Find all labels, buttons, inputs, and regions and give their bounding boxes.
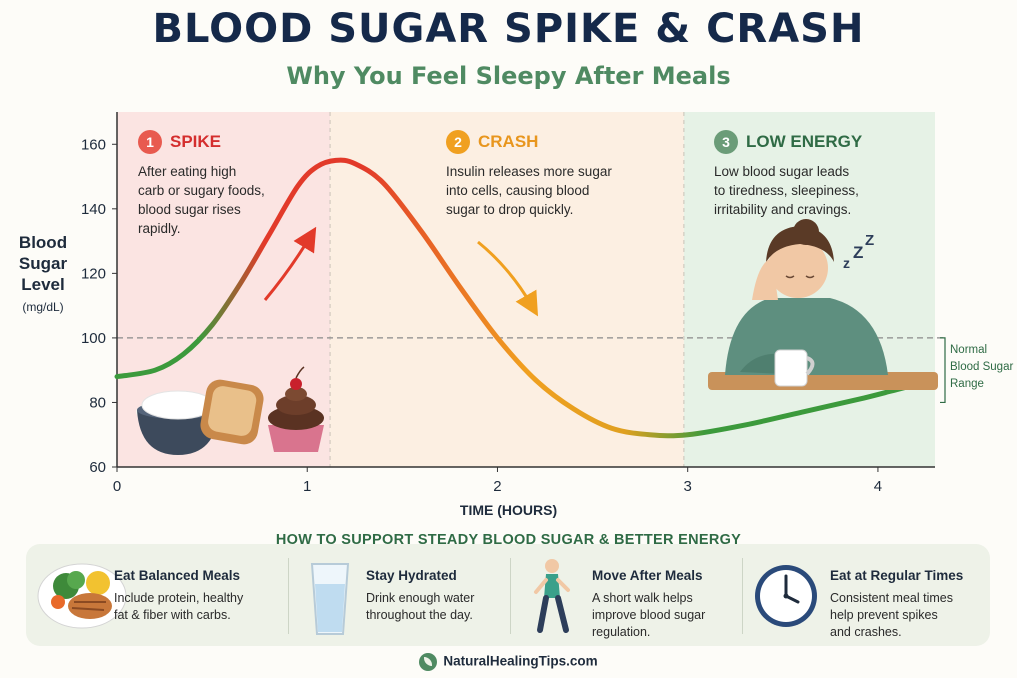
- phase-text-line: Low blood sugar leads: [714, 164, 850, 179]
- phase-band: [330, 112, 684, 467]
- footer: NaturalHealingTips.com: [0, 653, 1017, 671]
- footer-site: NaturalHealingTips.com: [443, 653, 598, 669]
- clock-icon: [755, 565, 817, 627]
- x-tick-label: 1: [303, 478, 311, 495]
- tip-text-line: help prevent spikes: [830, 608, 938, 622]
- phase-text-line: sugar to drop quickly.: [446, 202, 574, 217]
- phase-label: SPIKE: [170, 132, 222, 151]
- phase-text-line: irritability and cravings.: [714, 202, 852, 217]
- tip-title: Eat at Regular Times: [830, 568, 964, 583]
- phase-spike: 1 SPIKE After eating high carb or sugary…: [138, 130, 338, 238]
- tip-regular-times: Eat at Regular Times Consistent meal tim…: [750, 544, 990, 646]
- tip-hydrated: Stay Hydrated Drink enough water through…: [296, 544, 506, 646]
- phase-crash: 2 CRASH Insulin releases more sugar into…: [446, 130, 646, 219]
- phase-low-energy: 3 LOW ENERGY Low blood sugar leads to ti…: [714, 130, 914, 219]
- crash-arrow: [477, 240, 539, 317]
- phase-number: 2: [446, 130, 470, 154]
- tip-text-line: and crashes.: [830, 625, 902, 639]
- page-subtitle: Why You Feel Sleepy After Meals: [286, 62, 731, 90]
- y-axis-unit: (mg/dL): [22, 300, 64, 314]
- phase-text-line: to tiredness, sleepiness,: [714, 183, 859, 198]
- tip-text-line: Drink enough water: [366, 591, 475, 605]
- phase-label: CRASH: [478, 132, 539, 151]
- tip-text-line: fat & fiber with carbs.: [114, 608, 231, 622]
- svg-text:Z: Z: [853, 243, 863, 262]
- normal-range-line: Normal: [950, 344, 988, 356]
- y-tick-label: 120: [81, 265, 106, 282]
- tip-text-line: A short walk helps: [592, 591, 693, 605]
- normal-range-line: Range: [950, 378, 984, 390]
- tip-balanced-meals: Eat Balanced Meals Include protein, heal…: [26, 544, 281, 646]
- food-illustration: [136, 366, 324, 455]
- tip-move: Move After Meals A short walk helps impr…: [518, 544, 738, 646]
- walking-person-icon: [534, 559, 570, 633]
- phase-number: 3: [714, 130, 738, 154]
- svg-text:z: z: [843, 255, 850, 271]
- leaf-icon: [419, 653, 438, 671]
- tip-text-line: regulation.: [592, 625, 651, 639]
- blood-sugar-chart: 60 80 100 120 140 160 0 1 2 3 4 z Z Z: [81, 112, 946, 495]
- y-axis-label: Blood Sugar Level: [18, 233, 68, 294]
- tip-text-line: Consistent meal times: [830, 591, 953, 605]
- y-tick-label: 140: [81, 201, 106, 218]
- phase-label: LOW ENERGY: [746, 132, 863, 151]
- water-glass-icon: [310, 563, 350, 635]
- x-tick-label: 2: [493, 478, 501, 495]
- y-tick-label: 100: [81, 330, 106, 347]
- tip-title: Move After Meals: [592, 568, 703, 583]
- tips-title: HOW TO SUPPORT STEADY BLOOD SUGAR & BETT…: [275, 532, 742, 548]
- tips-panel: Eat Balanced Meals Include protein, heal…: [26, 544, 990, 646]
- y-tick-label: 80: [89, 394, 106, 411]
- blood-sugar-curve: [114, 157, 938, 439]
- tip-divider: [742, 558, 743, 634]
- phase-text-line: into cells, causing blood: [446, 183, 590, 198]
- tip-divider: [288, 558, 289, 634]
- x-tick-label: 4: [874, 478, 882, 495]
- phase-text-line: rapidly.: [138, 221, 181, 236]
- balanced-plate-icon: [37, 563, 127, 629]
- tired-person-illustration: z Z Z: [708, 219, 938, 390]
- page-title: BLOOD SUGAR SPIKE & CRASH: [152, 6, 865, 52]
- svg-text:Z: Z: [865, 232, 874, 249]
- phase-text-line: carb or sugary foods,: [138, 183, 265, 198]
- tip-title: Eat Balanced Meals: [114, 568, 241, 583]
- phase-text-line: blood sugar rises: [138, 202, 241, 217]
- y-tick-label: 60: [89, 459, 106, 476]
- phase-text-line: Insulin releases more sugar: [446, 164, 612, 179]
- x-axis-label: TIME (HOURS): [459, 502, 558, 518]
- tip-text-line: throughout the day.: [366, 608, 473, 622]
- normal-range-bracket: [940, 337, 946, 404]
- normal-range-line: Blood Sugar: [950, 361, 1014, 373]
- phase-number: 1: [138, 130, 162, 154]
- normal-range-label: Normal Blood Sugar Range: [950, 342, 1016, 393]
- tip-title: Stay Hydrated: [366, 568, 457, 583]
- tip-divider: [510, 558, 511, 634]
- x-tick-label: 3: [684, 478, 692, 495]
- spike-arrow: [263, 226, 317, 301]
- x-tick-label: 0: [113, 478, 121, 495]
- tip-text-line: improve blood sugar: [592, 608, 706, 622]
- tip-text-line: Include protein, healthy: [114, 591, 244, 605]
- y-tick-label: 160: [81, 136, 106, 153]
- phase-text-line: After eating high: [138, 164, 237, 179]
